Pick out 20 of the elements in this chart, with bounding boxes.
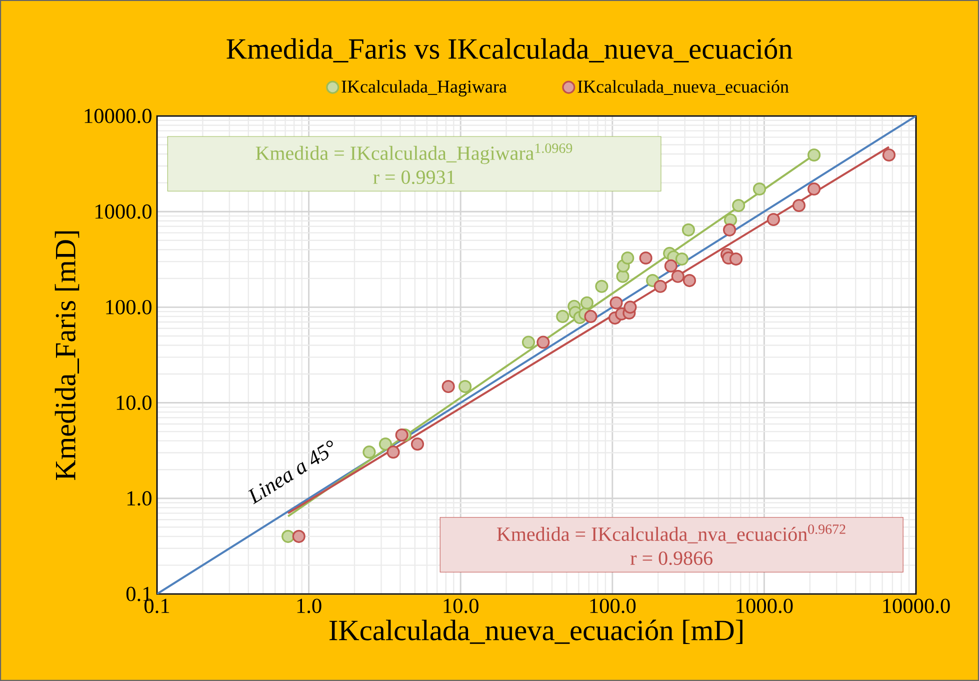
y-tick-label: 10.0 xyxy=(116,396,152,410)
x-tick-label: 10000.0 xyxy=(883,598,950,614)
annotation: Kmedida = IKcalculada_nva_ecuación$^{0.9672}$ xyxy=(497,524,846,544)
annotation: r = 0.9931 xyxy=(373,170,455,184)
legend-label: IKcalculada_nueva_ecuación xyxy=(578,80,789,95)
x-tick-label: 100.0 xyxy=(590,598,636,614)
y-axis-title: Kmedida_Faris [mD] xyxy=(54,231,80,480)
y-tick-label: 1000.0 xyxy=(96,204,152,219)
annotation: Linea a 45° xyxy=(248,440,333,504)
chart-title: Kmedida_Faris vs IKcalculada_nueva_ecuación xyxy=(226,38,792,62)
legend-label: IKcalculada_Hagiwara xyxy=(342,80,507,96)
y-tick-label: 100.0 xyxy=(106,300,152,314)
y-tick-label: 10000.0 xyxy=(84,108,152,124)
annotation: r = 0.9866 xyxy=(630,551,712,566)
x-tick-label: 1.0 xyxy=(297,598,322,614)
y-tick-label: 1.0 xyxy=(128,491,152,506)
annotation: Kmedida = IKcalculada_Hagiwara$^{1.0969}$ xyxy=(256,144,572,164)
x-axis-title: IKcalculada_nueva_ecuación [mD] xyxy=(329,620,742,644)
x-tick-label: 10.0 xyxy=(444,598,478,614)
x-tick-label: 1000.0 xyxy=(736,598,793,614)
